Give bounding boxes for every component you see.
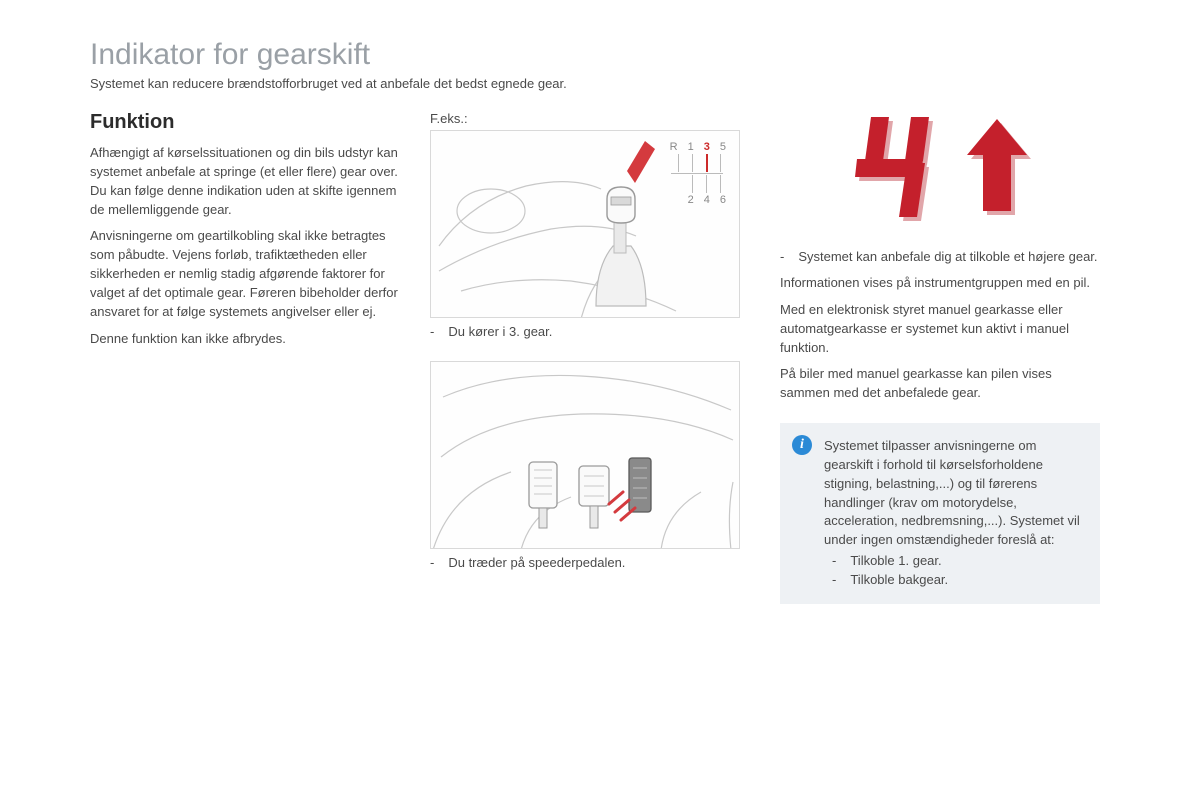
column-function: Funktion Afhængigt af kørselssituationen…: [90, 111, 400, 604]
column-examples: F.eks.:: [430, 111, 750, 604]
gear-5: 5: [720, 141, 727, 153]
figure-pedals: [430, 361, 740, 549]
digit-4-up-icon: [815, 111, 1065, 231]
bullet-higher-gear: - Systemet kan anbefale dig at tilkoble …: [780, 249, 1100, 264]
info-list: - Tilkoble 1. gear. - Tilkoble bakgear.: [824, 552, 1084, 590]
gear-display-indicator: [815, 111, 1065, 231]
example-label: F.eks.:: [430, 111, 750, 126]
info-text: Systemet tilpasser anvisningerne om gear…: [824, 437, 1084, 550]
function-heading: Funktion: [90, 111, 400, 134]
gear-6: 6: [720, 194, 727, 206]
caption-pedal: - Du træder på speederpedalen.: [430, 555, 750, 570]
gear-4: 4: [704, 194, 711, 206]
dash-icon: -: [832, 571, 836, 590]
info-icon: i: [792, 435, 812, 455]
gear-1: 1: [688, 141, 695, 153]
bullet-higher-gear-text: Systemet kan anbefale dig at tilkoble et…: [798, 249, 1100, 264]
info-para-1: Informationen vises på instrumentgruppen…: [780, 274, 1100, 293]
columns-wrap: Funktion Afhængigt af kørselssituationen…: [90, 111, 1140, 604]
caption-pedal-text: Du træder på speederpedalen.: [448, 555, 750, 570]
manual-page: Indikator for gearskift Systemet kan red…: [0, 0, 1200, 642]
info-callout: i Systemet tilpasser anvisningerne om ge…: [780, 423, 1100, 604]
column-display: - Systemet kan anbefale dig at tilkoble …: [780, 111, 1100, 604]
dash-icon: -: [780, 249, 784, 264]
caption-gear3: - Du kører i 3. gear.: [430, 324, 750, 339]
dash-icon: -: [430, 555, 434, 570]
dash-icon: -: [832, 552, 836, 571]
info-li-2-text: Tilkoble bakgear.: [850, 571, 1084, 590]
gear-pattern: R 1 3 5 2 4 6: [670, 141, 727, 206]
function-para-1: Afhængigt af kørselssituationen og din b…: [90, 144, 400, 219]
page-title: Indikator for gearskift: [90, 38, 1140, 72]
info-para-2: Med en elektronisk styret manuel gearkas…: [780, 301, 1100, 358]
info-li-1-text: Tilkoble 1. gear.: [850, 552, 1084, 571]
page-subtitle: Systemet kan reducere brændstofforbruget…: [90, 76, 1140, 91]
caption-gear3-text: Du kører i 3. gear.: [448, 324, 750, 339]
figure-gearshift: R 1 3 5 2 4 6: [430, 130, 740, 318]
function-para-3: Denne funktion kan ikke afbrydes.: [90, 330, 400, 349]
gear-2: 2: [688, 194, 695, 206]
info-para-3: På biler med manuel gearkasse kan pilen …: [780, 365, 1100, 403]
info-li-2: - Tilkoble bakgear.: [832, 571, 1084, 590]
gear-3: 3: [704, 141, 711, 153]
function-para-2: Anvisningerne om geartilkobling skal ikk…: [90, 227, 400, 321]
dash-icon: -: [430, 324, 434, 339]
gear-r: R: [670, 141, 679, 153]
pedals-illustration: [431, 362, 740, 549]
info-li-1: - Tilkoble 1. gear.: [832, 552, 1084, 571]
